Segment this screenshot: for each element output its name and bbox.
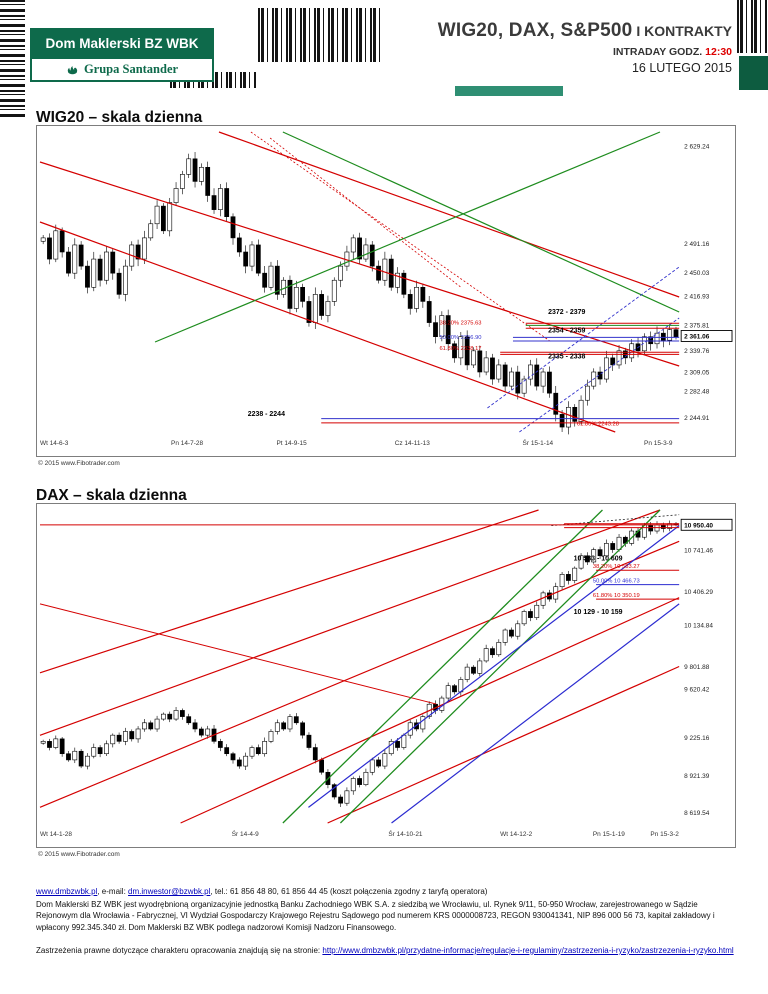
svg-text:2 629.24: 2 629.24 — [684, 144, 710, 151]
svg-text:Pn 14-7-28: Pn 14-7-28 — [171, 440, 203, 447]
wig20-chart-copyright: © 2015 www.Fibotrader.com — [38, 460, 120, 467]
svg-text:2 416.93: 2 416.93 — [684, 294, 710, 301]
svg-text:Śr 14-10-21: Śr 14-10-21 — [388, 829, 423, 838]
company-logo: Dom Maklerski BZ WBK Grupa Santander — [30, 28, 214, 82]
svg-text:Pn 15-3-9: Pn 15-3-9 — [644, 440, 673, 447]
intraday-time: 12:30 — [705, 46, 732, 58]
email-link[interactable]: dm.inwestor@bzwbk.pl — [128, 887, 211, 896]
svg-text:8 619.54: 8 619.54 — [684, 810, 710, 817]
report-subtitle: INTRADAY GODZ. 12:30 — [438, 46, 732, 58]
svg-text:2 375.81: 2 375.81 — [684, 323, 710, 330]
svg-text:2 361.06: 2 361.06 — [684, 333, 710, 340]
barcode-decoration-center — [258, 8, 380, 62]
svg-text:61.80% 10 350.19: 61.80% 10 350.19 — [593, 593, 640, 599]
svg-text:Pn 15-3-2: Pn 15-3-2 — [650, 831, 679, 838]
website-link[interactable]: www.dmbzwbk.pl — [36, 887, 98, 896]
report-title-suffix: I KONTRAKTY — [632, 23, 732, 39]
footer-disclaimer-line: Zastrzeżenia prawne dotyczące charakteru… — [36, 945, 734, 956]
svg-text:50.00% 10 466.73: 50.00% 10 466.73 — [593, 579, 640, 585]
footer-phone-text: , tel.: 61 856 48 80, 61 856 44 45 (kosz… — [210, 887, 488, 896]
wig20-candlestick-chart: 2372 - 2379 38.20% 2375.63 2354 - 2359 50.0… — [39, 131, 733, 447]
report-date: 16 LUTEGO 2015 — [631, 61, 732, 75]
svg-text:10 134.84: 10 134.84 — [684, 623, 713, 630]
svg-text:10 950.40: 10 950.40 — [684, 522, 713, 529]
svg-text:9 620.42: 9 620.42 — [684, 686, 710, 693]
svg-text:9 225.16: 9 225.16 — [684, 735, 710, 742]
barcode-decoration-left — [0, 0, 25, 118]
footer-contact-line: www.dmbzwbk.pl, e-mail: dm.inwestor@bzwb… — [36, 886, 734, 897]
report-footer: www.dmbzwbk.pl, e-mail: dm.inwestor@bzwb… — [36, 886, 734, 958]
wig20-section-heading: WIG20 – skala dzienna — [36, 108, 203, 126]
footer-email-label: , e-mail: — [97, 887, 129, 896]
svg-text:2335 - 2338: 2335 - 2338 — [548, 354, 585, 361]
logo-company-name: Dom Maklerski BZ WBK — [30, 28, 214, 59]
dax-chart-frame: 10 583 - 10 609 38.20% 10 583.27 50.00% 10… — [36, 503, 736, 848]
svg-text:8 921.39: 8 921.39 — [684, 773, 710, 780]
dax-chart-copyright: © 2015 www.Fibotrader.com — [38, 851, 120, 858]
footer-disclaimer-prefix: Zastrzeżenia prawne dotyczące charakteru… — [36, 945, 323, 955]
dax-section-heading: DAX – skala dzienna — [36, 486, 187, 504]
svg-text:10 406.29: 10 406.29 — [684, 589, 713, 596]
disclaimer-link[interactable]: http://www.dmbzwbk.pl/przydatne-informac… — [322, 945, 734, 955]
svg-text:Wt 14-6-3: Wt 14-6-3 — [40, 440, 69, 447]
svg-text:10 129 - 10 159: 10 129 - 10 159 — [574, 609, 623, 616]
svg-text:2 450.03: 2 450.03 — [684, 270, 710, 277]
santander-flame-icon — [67, 66, 78, 75]
logo-group-row: Grupa Santander — [30, 59, 214, 82]
svg-text:10 583 - 10 609: 10 583 - 10 609 — [574, 556, 623, 563]
svg-text:61.80% 2243.28: 61.80% 2243.28 — [577, 422, 619, 428]
svg-text:2 309.05: 2 309.05 — [684, 370, 710, 377]
wig20-chart-frame: 2372 - 2379 38.20% 2375.63 2354 - 2359 50.0… — [36, 125, 736, 457]
report-title-block: WIG20, DAX, S&P500 I KONTRAKTY INTRADAY … — [438, 20, 732, 75]
svg-text:2 491.16: 2 491.16 — [684, 241, 710, 248]
svg-text:38.20% 2375.63: 38.20% 2375.63 — [439, 321, 481, 327]
svg-text:Śr 15-1-14: Śr 15-1-14 — [523, 438, 554, 447]
svg-text:2 282.48: 2 282.48 — [684, 388, 710, 395]
barcode-decoration-right — [737, 0, 768, 53]
svg-text:Wt 14-12-2: Wt 14-12-2 — [500, 831, 532, 838]
svg-text:Wt 14-1-28: Wt 14-1-28 — [40, 831, 72, 838]
svg-text:2354 - 2359: 2354 - 2359 — [548, 327, 585, 334]
svg-text:Pt 14-9-15: Pt 14-9-15 — [276, 440, 307, 447]
svg-text:2238 - 2244: 2238 - 2244 — [248, 411, 285, 418]
teal-bar-decoration — [455, 86, 563, 96]
logo-group-name: Grupa Santander — [83, 62, 179, 76]
svg-text:2 339.76: 2 339.76 — [684, 348, 710, 355]
svg-text:Śr 14-4-9: Śr 14-4-9 — [232, 829, 259, 838]
intraday-label: INTRADAY GODZ. — [612, 46, 706, 58]
svg-text:Pn 15-1-19: Pn 15-1-19 — [593, 831, 625, 838]
svg-text:38.20% 10 583.27: 38.20% 10 583.27 — [593, 564, 640, 570]
svg-text:61.80% 2338.17: 61.80% 2338.17 — [439, 346, 481, 352]
svg-text:10 741.46: 10 741.46 — [684, 548, 713, 555]
svg-text:2 244.91: 2 244.91 — [684, 415, 710, 422]
report-title: WIG20, DAX, S&P500 I KONTRAKTY — [438, 20, 732, 42]
svg-text:2372 - 2379: 2372 - 2379 — [548, 309, 585, 316]
svg-text:50.00% 2356.90: 50.00% 2356.90 — [439, 335, 481, 341]
svg-text:Cz 14-11-13: Cz 14-11-13 — [395, 440, 431, 447]
footer-legal-paragraph: Dom Maklerski BZ WBK jest wyodrębnioną o… — [36, 900, 715, 932]
report-title-main: WIG20, DAX, S&P500 — [437, 20, 633, 41]
green-square-decoration — [739, 56, 768, 90]
svg-text:9 801.88: 9 801.88 — [684, 664, 710, 671]
